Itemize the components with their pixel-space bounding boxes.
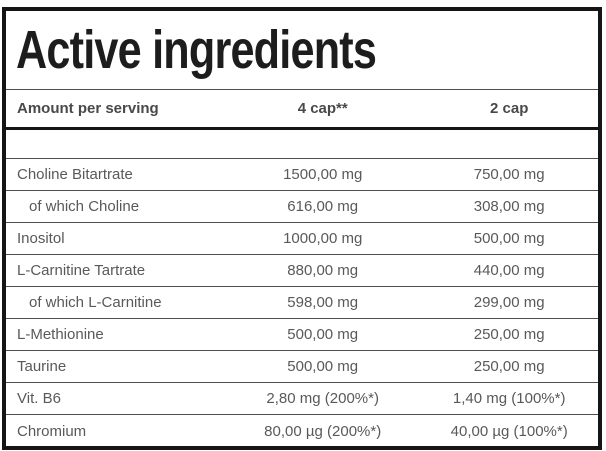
amount-2cap: 250,00 mg [473, 326, 545, 343]
page-title: Active ingredients [16, 20, 377, 80]
ingredient-name: L-Carnitine Tartrate [17, 262, 146, 279]
table-row: Choline Bitartrate 1500,00 mg 750,00 mg [6, 159, 598, 191]
amount-4cap: 598,00 mg [287, 294, 359, 311]
active-ingredients-panel: Active ingredients Amount per serving 4 … [2, 7, 602, 450]
amount-2cap: 500,00 mg [473, 230, 545, 247]
ingredient-name: Choline Bitartrate [17, 166, 133, 183]
ingredient-name: Chromium [17, 422, 87, 440]
column-header-4cap: 4 cap** [297, 100, 348, 117]
amount-2cap: 40,00 µg (100%*) [450, 422, 568, 440]
table-row: of which L-Carnitine 598,00 mg 299,00 mg [6, 287, 598, 319]
ingredient-name: Inositol [17, 230, 65, 247]
amount-4cap: 2,80 mg (200%*) [266, 390, 379, 407]
ingredient-name: of which L-Carnitine [29, 294, 162, 311]
amount-2cap: 1,40 mg (100%*) [452, 390, 566, 407]
amount-4cap: 80,00 µg (200%*) [264, 422, 382, 440]
amount-4cap: 500,00 mg [287, 358, 359, 375]
title-block: Active ingredients [6, 11, 598, 90]
amount-2cap: 440,00 mg [473, 262, 545, 279]
amount-2cap: 299,00 mg [473, 294, 545, 311]
ingredient-name: Vit. B6 [17, 390, 61, 407]
ingredient-name: L-Methionine [17, 326, 104, 343]
ingredient-name: of which Choline [29, 198, 140, 215]
table-row: Chromium 80,00 µg (200%*) 40,00 µg (100%… [6, 415, 598, 447]
table-row: Taurine 500,00 mg 250,00 mg [6, 351, 598, 383]
table-row: L-Carnitine Tartrate 880,00 mg 440,00 mg [6, 255, 598, 287]
table-row: L-Methionine 500,00 mg 250,00 mg [6, 319, 598, 351]
table-row: Inositol 1000,00 mg 500,00 mg [6, 223, 598, 255]
amount-2cap: 250,00 mg [473, 358, 545, 375]
amount-2cap: 308,00 mg [473, 198, 545, 215]
amount-4cap: 616,00 mg [287, 198, 359, 215]
ingredient-name: Taurine [17, 358, 67, 375]
column-header-amount-per-serving: Amount per serving [17, 100, 159, 117]
table-row: Vit. B6 2,80 mg (200%*) 1,40 mg (100%*) [6, 383, 598, 415]
column-header-2cap: 2 cap [490, 100, 529, 117]
amount-4cap: 500,00 mg [287, 326, 359, 343]
amount-4cap: 880,00 mg [287, 262, 359, 279]
amount-4cap: 1000,00 mg [283, 230, 363, 247]
amount-4cap: 1500,00 mg [283, 166, 363, 183]
amount-2cap: 750,00 mg [473, 166, 545, 183]
table-header-row: Amount per serving 4 cap** 2 cap [6, 90, 598, 130]
spacer-row [6, 130, 598, 159]
table-row: of which Choline 616,00 mg 308,00 mg [6, 191, 598, 223]
